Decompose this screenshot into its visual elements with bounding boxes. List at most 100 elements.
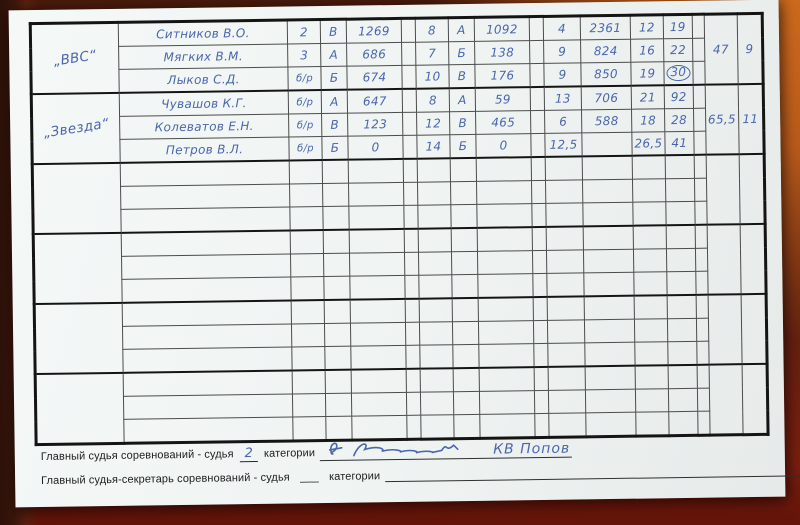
score-cell bbox=[667, 341, 697, 366]
score-cell bbox=[633, 271, 668, 296]
team-total-cell bbox=[707, 294, 742, 365]
score-cell bbox=[545, 156, 583, 181]
score-cell bbox=[585, 365, 636, 390]
blank-cell bbox=[403, 182, 418, 206]
score-cell bbox=[665, 178, 695, 202]
score-cell: 0 bbox=[475, 133, 532, 158]
score-cell bbox=[419, 321, 453, 346]
blank-cell bbox=[533, 343, 549, 368]
score-cell bbox=[289, 183, 323, 207]
score-cell bbox=[452, 321, 479, 345]
blank-cell bbox=[693, 154, 707, 179]
score-cell bbox=[545, 202, 584, 227]
score-sheet-paper: „ВВС“ Ситников В.О. 2 В 1269 8 А 1092 4 2361 12 19 4… bbox=[8, 0, 800, 508]
blank-cell bbox=[405, 345, 421, 369]
score-cell bbox=[582, 179, 633, 203]
blank-cell bbox=[403, 205, 419, 229]
athlete-name-cell bbox=[123, 370, 293, 397]
score-cell: 674 bbox=[346, 65, 403, 90]
blank-cell bbox=[402, 112, 417, 136]
blank-cell bbox=[531, 180, 546, 204]
score-cell bbox=[477, 250, 533, 275]
chief-judge-line: Главный судья соревнований - судья 2 кат… bbox=[41, 436, 573, 465]
score-cell bbox=[453, 391, 480, 415]
team-place-cell bbox=[740, 293, 767, 365]
score-cell bbox=[350, 298, 406, 324]
score-cell bbox=[476, 180, 532, 205]
score-cell bbox=[479, 413, 536, 439]
score-cell: 14 bbox=[416, 134, 451, 159]
score-cell bbox=[635, 388, 669, 413]
score-cell bbox=[546, 249, 584, 274]
score-cell bbox=[478, 343, 535, 368]
score-cell bbox=[451, 251, 478, 275]
team-place-cell: 11 bbox=[737, 83, 764, 155]
score-cell: 41 bbox=[664, 131, 694, 156]
blank-cell bbox=[404, 252, 419, 276]
chief-judge-signature-line: КВ Попов bbox=[320, 436, 573, 462]
score-cell bbox=[453, 367, 480, 392]
blank-cell bbox=[530, 110, 545, 134]
score-cell: 9 bbox=[543, 39, 581, 64]
team-name-cell bbox=[32, 162, 122, 235]
team-place-cell: 9 bbox=[736, 13, 763, 85]
score-cell bbox=[291, 346, 326, 371]
blank-cell bbox=[692, 38, 705, 62]
score-cell: 19 bbox=[663, 14, 693, 39]
score-cell bbox=[584, 319, 635, 343]
score-cell: 8 bbox=[415, 17, 449, 43]
score-cell bbox=[292, 393, 326, 417]
score-cell bbox=[348, 158, 404, 184]
score-cell bbox=[634, 295, 668, 320]
blank-cell bbox=[696, 364, 710, 389]
score-cell: 22 bbox=[663, 38, 693, 62]
score-cell bbox=[323, 229, 350, 254]
score-cell: 12 bbox=[416, 111, 450, 136]
score-cell bbox=[634, 341, 669, 366]
score-cell: 59 bbox=[475, 87, 531, 112]
score-cell bbox=[348, 205, 405, 230]
score-cell: 4 bbox=[543, 15, 581, 41]
score-cell: 2361 bbox=[580, 15, 631, 40]
score-cell: 647 bbox=[347, 88, 403, 114]
blank-cell bbox=[529, 16, 544, 41]
blank-cell bbox=[530, 86, 545, 111]
score-cell bbox=[350, 322, 406, 347]
score-cell: 13 bbox=[544, 86, 582, 111]
team-name-cell: „Звезда“ bbox=[31, 92, 121, 165]
score-cell: А bbox=[449, 87, 476, 112]
team-total-cell bbox=[705, 154, 740, 225]
score-cell bbox=[289, 160, 323, 184]
blank-cell bbox=[406, 392, 421, 416]
category-word: категории bbox=[263, 447, 316, 460]
score-cell bbox=[666, 224, 696, 249]
score-cell bbox=[479, 367, 535, 392]
athlete-name-cell bbox=[121, 253, 291, 280]
blank-cell bbox=[534, 413, 550, 438]
score-cell bbox=[584, 295, 635, 320]
score-cell: 12 bbox=[630, 14, 664, 40]
score-cell bbox=[290, 230, 324, 254]
score-cell bbox=[632, 201, 667, 226]
blank-cell bbox=[404, 228, 419, 253]
athlete-name-cell bbox=[120, 160, 290, 187]
score-cell: В bbox=[448, 64, 476, 89]
score-cell bbox=[668, 411, 698, 436]
secretary-label: Главный судья-секретарь соревнований - с… bbox=[41, 471, 290, 487]
score-cell bbox=[479, 390, 535, 415]
team-name-cell bbox=[33, 232, 123, 305]
blank-cell bbox=[694, 178, 707, 202]
score-cell bbox=[547, 319, 585, 344]
team-total-cell bbox=[706, 224, 741, 295]
score-cell bbox=[323, 276, 351, 301]
score-cell bbox=[451, 227, 478, 252]
blank-cell bbox=[531, 156, 546, 181]
blank-cell bbox=[405, 322, 420, 346]
blank-cell bbox=[401, 42, 416, 66]
score-cell bbox=[665, 201, 695, 226]
athlete-name-cell bbox=[122, 300, 292, 327]
blank-cell bbox=[404, 275, 420, 299]
score-cell: 850 bbox=[580, 62, 632, 87]
athlete-name-cell bbox=[122, 346, 293, 373]
score-cell bbox=[582, 155, 633, 180]
